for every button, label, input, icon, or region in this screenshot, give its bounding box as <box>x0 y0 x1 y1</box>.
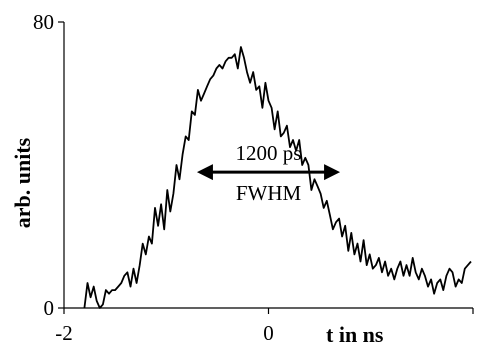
fwhm-annotation: 1200 ps FWHM <box>196 141 341 205</box>
y-axis-ticks: 0 80 <box>33 10 64 320</box>
y-tick-label: 0 <box>44 296 55 320</box>
y-tick-label: 80 <box>33 10 54 34</box>
x-tick-label: -2 <box>55 321 73 345</box>
y-axis-label: arb. units <box>10 137 35 228</box>
series-layer <box>83 46 472 309</box>
fwhm-label: FWHM <box>236 181 302 205</box>
fwhm-arrow-left-head <box>196 164 213 181</box>
fwhm-arrow-right-head <box>324 164 341 181</box>
series-line-0 <box>83 46 472 309</box>
x-axis-ticks: -2 0 <box>55 308 474 345</box>
x-axis-label: t in ns <box>326 322 384 347</box>
fwhm-value-label: 1200 ps <box>236 141 302 165</box>
x-tick-label: 0 <box>263 321 274 345</box>
